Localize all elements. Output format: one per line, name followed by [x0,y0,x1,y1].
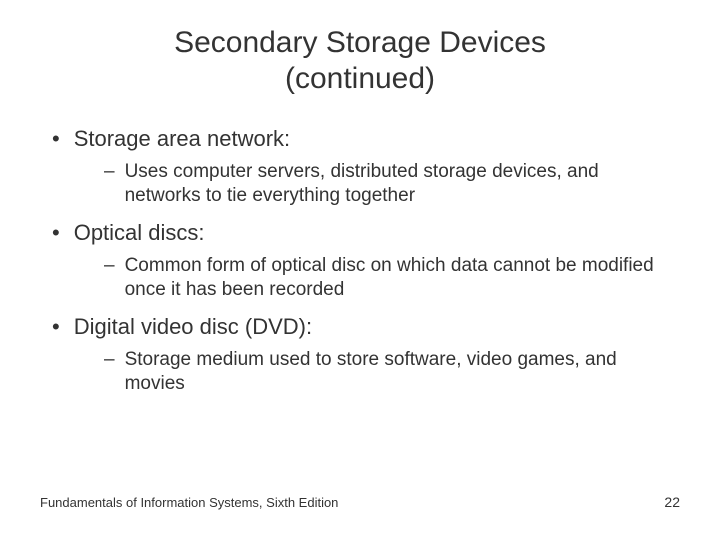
page-number: 22 [664,494,680,510]
bullet-label: Digital video disc (DVD): [74,313,312,342]
bullet-label: Optical discs: [74,219,205,248]
bullet-marker: • [52,219,60,248]
bullet-marker: • [52,313,60,342]
slide-title: Secondary Storage Devices (continued) [40,25,680,97]
title-line-1: Secondary Storage Devices [174,26,546,59]
sub-text: Common form of optical disc on which dat… [125,254,680,303]
sub-item: – Storage medium used to store software,… [52,348,680,397]
sub-text: Storage medium used to store software, v… [125,348,680,397]
bullet-item: • Digital video disc (DVD): [52,313,680,342]
sub-marker: – [104,348,115,397]
slide-footer: Fundamentals of Information Systems, Six… [40,494,680,510]
sub-marker: – [104,254,115,303]
bullet-item: • Storage area network: [52,125,680,154]
slide-content: • Storage area network: – Uses computer … [40,125,680,397]
sub-item: – Common form of optical disc on which d… [52,254,680,303]
sub-text: Uses computer servers, distributed stora… [125,160,680,209]
title-line-2: (continued) [285,62,435,95]
bullet-marker: • [52,125,60,154]
bullet-item: • Optical discs: [52,219,680,248]
sub-marker: – [104,160,115,209]
sub-item: – Uses computer servers, distributed sto… [52,160,680,209]
bullet-label: Storage area network: [74,125,290,154]
footer-source: Fundamentals of Information Systems, Six… [40,495,338,510]
